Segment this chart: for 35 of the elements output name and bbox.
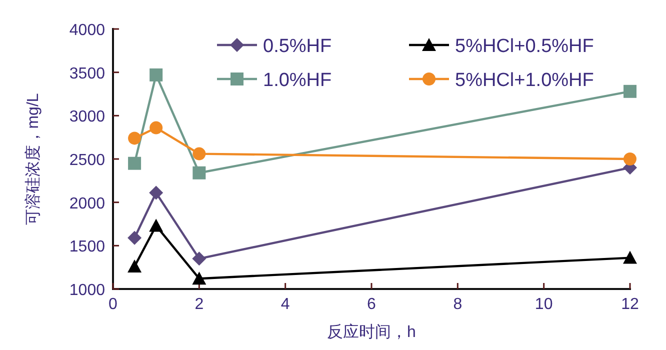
- x-tick-label: 10: [534, 296, 553, 313]
- x-tick-label: 0: [108, 296, 118, 313]
- point: [192, 166, 206, 180]
- point: [128, 259, 142, 272]
- point: [192, 272, 206, 285]
- y-tick-label: 2500: [69, 152, 106, 169]
- point: [192, 147, 206, 160]
- legend-label: 0.5%HF: [263, 36, 332, 57]
- point: [624, 152, 636, 166]
- y-tick-label: 2000: [69, 195, 106, 212]
- point: [128, 156, 142, 170]
- legend-label: 1.0%HF: [263, 70, 332, 91]
- x-tick-label: 4: [280, 296, 290, 313]
- y-tick-label: 3000: [69, 108, 106, 126]
- point: [192, 252, 206, 266]
- x-tick-label: 2: [194, 296, 204, 313]
- legend-label: 5%HCl+1.0%HF: [455, 70, 594, 91]
- point: [149, 186, 164, 200]
- x-tick-label: 8: [453, 296, 462, 313]
- point: [623, 250, 637, 264]
- x-tick-label: 6: [367, 296, 376, 313]
- point: [149, 218, 164, 232]
- x-axis-title: 反应时间，h: [327, 323, 416, 341]
- point: [128, 132, 142, 145]
- y-tick-label: 4000: [69, 22, 106, 39]
- legend-label: 5%HCl+0.5%HF: [455, 36, 594, 57]
- point: [624, 84, 636, 98]
- y-tick-label: 1000: [69, 282, 106, 299]
- x-tick-label: 12: [621, 296, 639, 313]
- y-axis-title: 可溶硅浓度，mg/L: [24, 93, 42, 225]
- y-tick-label: 3500: [69, 65, 106, 82]
- y-tick-label: 1500: [69, 238, 106, 256]
- point: [128, 230, 142, 245]
- point: [150, 121, 163, 134]
- point: [150, 68, 163, 82]
